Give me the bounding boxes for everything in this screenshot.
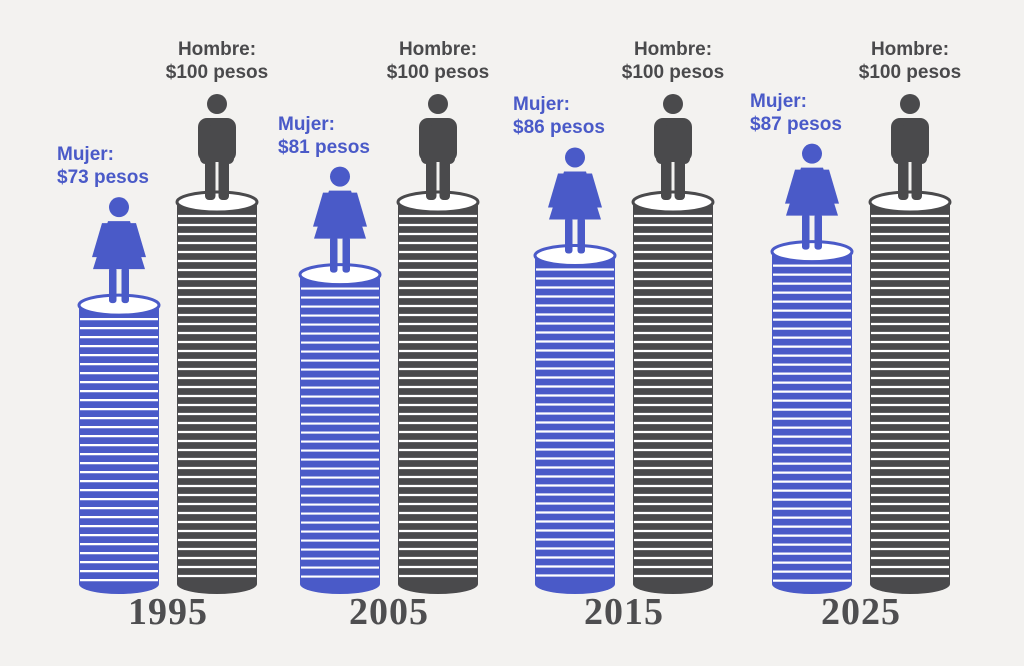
woman-label: Mujer: $87 pesos	[750, 90, 842, 136]
woman-title: Mujer:	[57, 144, 114, 166]
woman-icon	[92, 197, 146, 304]
woman-value: $87 pesos	[750, 113, 842, 135]
man-icon	[654, 94, 692, 200]
woman-coin-stack-bar	[533, 243, 617, 594]
woman-label: Mujer: $81 pesos	[278, 113, 370, 159]
woman-label: Mujer: $86 pesos	[513, 93, 605, 139]
man-value: $100 pesos	[858, 62, 962, 83]
woman-icon	[313, 166, 367, 273]
woman-value: $73 pesos	[57, 167, 149, 189]
man-title: Hombre:	[633, 39, 713, 60]
woman-label: Mujer: $73 pesos	[57, 143, 149, 189]
year-tick-label: 1995	[128, 591, 208, 633]
man-value: $100 pesos	[165, 62, 269, 83]
year-tick-label: 2025	[821, 591, 901, 633]
man-coin-stack-bar	[868, 190, 952, 594]
man-label: Hombre: $100 pesos	[358, 38, 518, 84]
man-icon	[419, 94, 457, 200]
man-icon	[198, 94, 236, 200]
woman-coin-stack-bar	[77, 293, 161, 594]
man-title: Hombre:	[177, 39, 257, 60]
man-label: Hombre: $100 pesos	[830, 38, 990, 84]
woman-coin-stack-bar	[298, 263, 382, 594]
woman-title: Mujer:	[278, 113, 335, 135]
man-coin-stack-bar	[396, 190, 480, 594]
year-tick-label: 2015	[584, 591, 664, 633]
woman-title: Mujer:	[750, 90, 807, 112]
man-label: Hombre: $100 pesos	[593, 38, 753, 84]
year-tick-label: 2005	[349, 591, 429, 633]
man-title: Hombre:	[870, 39, 950, 60]
man-coin-stack-bar	[631, 190, 715, 594]
woman-value: $86 pesos	[513, 117, 605, 139]
man-icon	[891, 94, 929, 200]
woman-value: $81 pesos	[278, 136, 370, 158]
woman-title: Mujer:	[513, 94, 570, 116]
man-label: Hombre: $100 pesos	[137, 38, 297, 84]
man-coin-stack-bar	[175, 190, 259, 594]
man-value: $100 pesos	[386, 62, 490, 83]
woman-icon	[785, 143, 839, 250]
woman-icon	[548, 147, 602, 254]
man-title: Hombre:	[398, 39, 478, 60]
man-value: $100 pesos	[621, 62, 725, 83]
woman-coin-stack-bar	[770, 240, 854, 594]
